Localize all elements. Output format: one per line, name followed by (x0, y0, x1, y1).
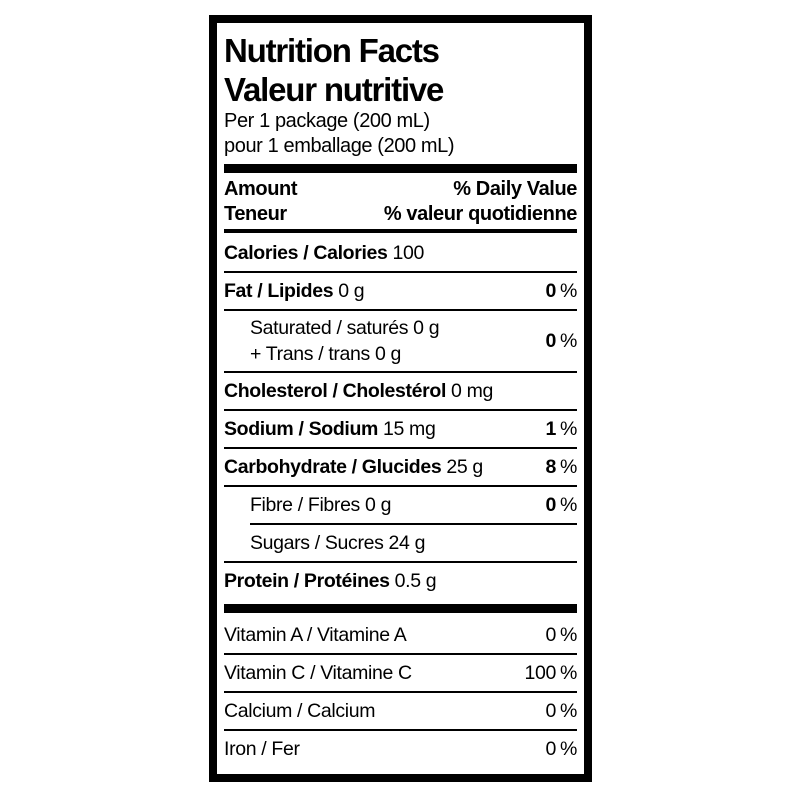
daily-value: 1% (546, 418, 578, 441)
divider (224, 309, 577, 311)
nutrient-name-group: Protein / Protéines 0.5 g (224, 569, 437, 593)
amount-header-fr: Teneur (224, 203, 287, 225)
micronutrient-row-vitamin-a: Vitamin A / Vitamine A 0% (224, 617, 577, 653)
nutrient-amount: 15 mg (383, 417, 436, 440)
divider (224, 561, 577, 563)
nutrient-amount: 0 g (338, 279, 365, 302)
nutrient-name-group: Iron / Fer (224, 738, 300, 761)
daily-value: 100% (525, 662, 578, 685)
serving-size-fr: pour 1 emballage (200 mL) (224, 135, 455, 157)
daily-value-number: 8 (545, 455, 557, 478)
divider (224, 271, 577, 273)
nutrient-name: Protein / Protéines (224, 569, 390, 592)
nutrient-name: Carbohydrate / Glucides (224, 455, 442, 478)
daily-value-number: 0 (545, 699, 557, 722)
title-en: Nutrition Facts (224, 32, 440, 69)
nutrient-name-group: Vitamin C / Vitamine C (224, 662, 412, 685)
nutrient-name-group: Fibre / Fibres 0 g (224, 494, 391, 517)
daily-value-number: 1 (545, 417, 557, 440)
daily-value: 0% (546, 330, 578, 353)
nutrient-row-fat: Fat / Lipides 0 g 0% (224, 273, 577, 309)
percent-sign: % (560, 493, 577, 516)
percent-sign: % (560, 737, 577, 760)
daily-value-number: 0 (545, 737, 557, 760)
nutrient-name: Calcium / Calcium (224, 699, 376, 722)
daily-value-number: 100 (524, 661, 557, 684)
micronutrient-row-iron: Iron / Fer 0% (224, 731, 577, 767)
daily-value: 0% (546, 624, 578, 647)
divider (224, 409, 577, 411)
divider (224, 653, 577, 655)
nutrient-row-sugars: Sugars / Sucres 24 g (224, 525, 577, 561)
daily-value: 0% (546, 494, 578, 517)
nutrient-amount: 100 (392, 241, 425, 264)
nutrient-name: Vitamin A / Vitamine A (224, 623, 407, 646)
daily-value-number: 0 (545, 279, 557, 302)
daily-value: 0% (546, 738, 578, 761)
nutrient-name: Iron / Fer (224, 737, 300, 760)
percent-sign: % (560, 699, 577, 722)
nutrient-name-group: Fat / Lipides 0 g (224, 279, 365, 303)
nutrient-row-cholesterol: Cholesterol / Cholestérol 0 mg (224, 373, 577, 409)
percent-sign: % (560, 417, 577, 440)
nutrient-name: Fat / Lipides (224, 279, 334, 302)
daily-value-number: 0 (545, 493, 557, 516)
daily-value: 0% (546, 700, 578, 723)
nutrient-amount: 0 mg (451, 379, 493, 402)
nutrient-amount: 25 g (446, 455, 483, 478)
divider (224, 371, 577, 373)
nutrient-name: Cholesterol / Cholestérol (224, 379, 447, 402)
nutrient-name-group: Vitamin A / Vitamine A (224, 623, 407, 647)
nutrient-name-group: Cholesterol / Cholestérol 0 mg (224, 380, 493, 403)
percent-sign: % (560, 279, 577, 302)
daily-value-number: 0 (545, 329, 557, 352)
divider-thick (224, 604, 577, 613)
daily-value-header-en: % Daily Value (453, 178, 577, 200)
daily-value-number: 0 (545, 623, 557, 646)
divider (224, 485, 577, 487)
nutrient-name-line1: Saturated / saturés 0 g (250, 317, 440, 339)
nutrient-name-group: Calories / Calories 100 (224, 242, 424, 265)
nutrient-row-calories: Calories / Calories 100 (224, 235, 577, 271)
divider (224, 447, 577, 449)
nutrient-name-group: Carbohydrate / Glucides 25 g (224, 456, 483, 479)
daily-value-header-fr: % valeur quotidienne (383, 203, 578, 225)
nutrient-row-saturated-trans: Saturated / saturés 0 g + Trans / trans … (224, 311, 577, 371)
nutrient-name: Calories / Calories (224, 241, 388, 264)
amount-header-en: Amount (224, 178, 298, 200)
nutrient-row-fibre: Fibre / Fibres 0 g 0% (224, 487, 577, 523)
divider (224, 729, 577, 731)
nutrient-row-protein: Protein / Protéines 0.5 g (224, 563, 577, 599)
amount-header: Amount Teneur (224, 177, 298, 227)
nutrient-name-group: Calcium / Calcium (224, 699, 376, 723)
daily-value-header: % Daily Value % valeur quotidienne (383, 177, 578, 227)
divider-thick (224, 164, 577, 173)
nutrient-name: Sugars / Sucres 24 g (250, 531, 426, 554)
percent-sign: % (560, 329, 577, 352)
title-fr: Valeur nutritive (224, 71, 444, 108)
divider-indented (250, 523, 577, 525)
micronutrient-row-vitamin-c: Vitamin C / Vitamine C 100% (224, 655, 577, 691)
nutrition-facts-label: Nutrition Facts Valeur nutritive Per 1 p… (209, 15, 592, 782)
column-header: Amount Teneur % Daily Value % valeur quo… (224, 177, 577, 227)
nutrient-name: Vitamin C / Vitamine C (224, 661, 412, 684)
percent-sign: % (560, 455, 577, 478)
micronutrient-row-calcium: Calcium / Calcium 0% (224, 693, 577, 729)
daily-value: 0% (546, 280, 578, 303)
divider-medium (224, 229, 577, 233)
nutrient-row-sodium: Sodium / Sodium 15 mg 1% (224, 411, 577, 447)
percent-sign: % (560, 623, 577, 646)
nutrient-amount: 0.5 g (394, 569, 437, 592)
serving-size-en: Per 1 package (200 mL) (224, 110, 430, 132)
nutrient-name: Fibre / Fibres 0 g (250, 493, 392, 516)
nutrient-name: Sodium / Sodium (224, 417, 378, 440)
nutrient-name-group: Sugars / Sucres 24 g (224, 532, 425, 555)
nutrient-name-line2: + Trans / trans 0 g (250, 343, 402, 365)
nutrient-row-carbohydrate: Carbohydrate / Glucides 25 g 8% (224, 449, 577, 485)
nutrient-name-group: Sodium / Sodium 15 mg (224, 417, 436, 441)
percent-sign: % (560, 661, 577, 684)
nutrient-name-group: Saturated / saturés 0 g + Trans / trans … (224, 315, 440, 367)
divider (224, 691, 577, 693)
daily-value: 8% (546, 456, 578, 479)
